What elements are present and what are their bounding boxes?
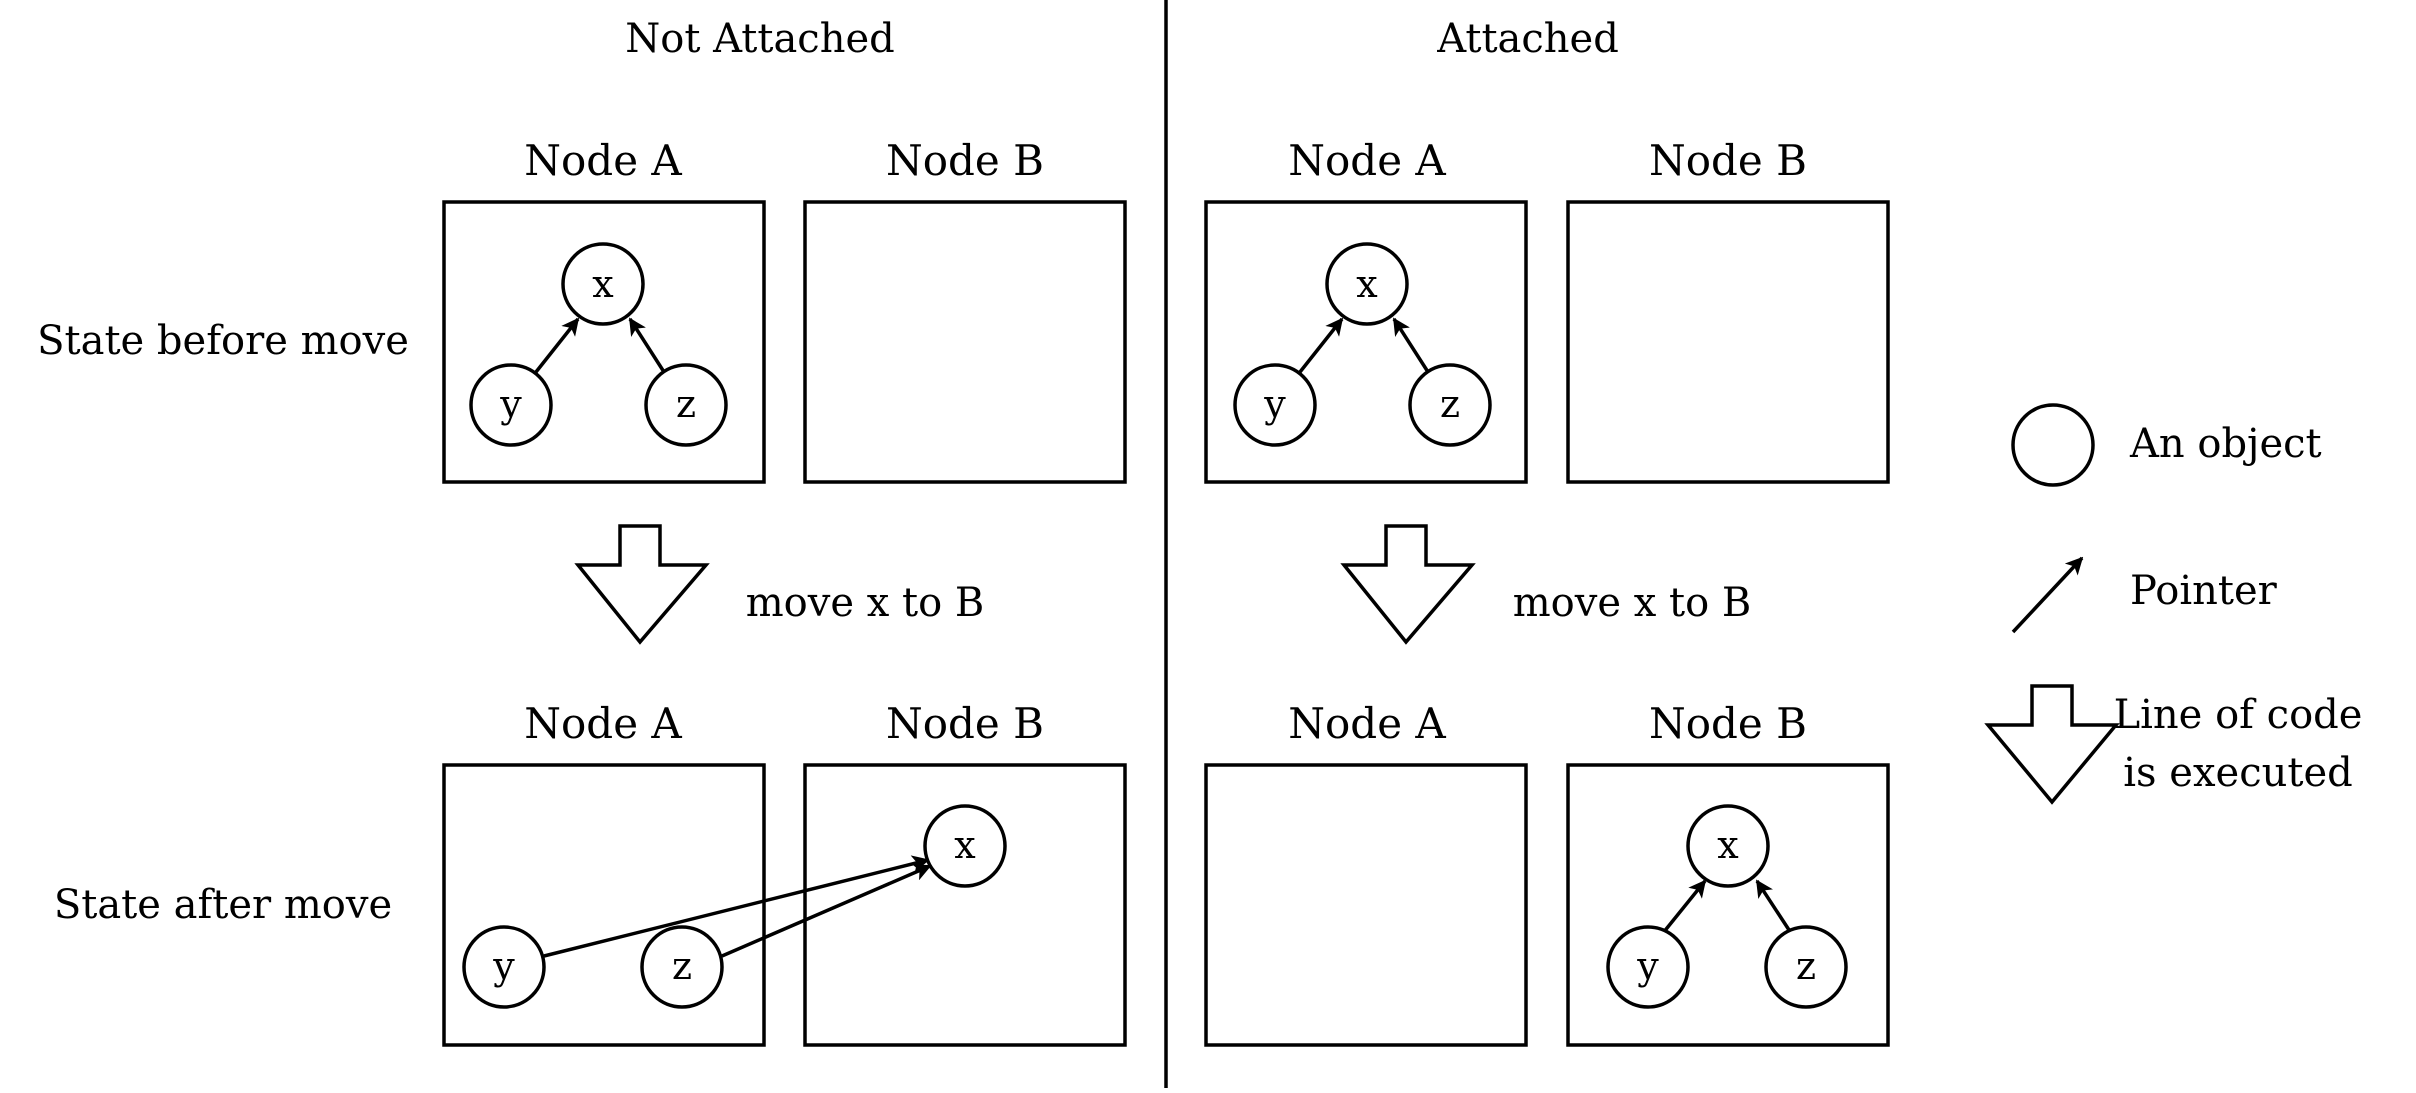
- object-circle: [1408, 363, 1492, 447]
- legend-execution-label-line1: Line of code: [2114, 692, 2363, 738]
- pointer-y-to-x: [1298, 317, 1344, 374]
- object-x: x: [1325, 242, 1409, 326]
- legend: An object Pointer Line of code is execut…: [1984, 403, 2363, 805]
- object-label: x: [1717, 823, 1738, 867]
- object-x: x: [1686, 804, 1770, 888]
- attached-after: Node A Node B x y z: [1204, 699, 1890, 1047]
- node-b-box: [803, 763, 1127, 1047]
- column-header-not-attached: Not Attached: [625, 16, 895, 62]
- object-label: z: [672, 944, 692, 988]
- execution-arrow: [574, 524, 710, 645]
- legend-execution-label-line2: is executed: [2123, 750, 2352, 796]
- pointer-y-to-x: [534, 317, 580, 374]
- not-attached-step: move x to B: [574, 524, 985, 645]
- node-b-box: [1566, 763, 1890, 1047]
- object-z: z: [644, 363, 728, 447]
- object-label: y: [492, 944, 515, 988]
- object-label: z: [1796, 944, 1816, 988]
- node-a-box: [442, 763, 766, 1047]
- object-label: y: [1263, 382, 1286, 426]
- attached-step: move x to B: [1340, 524, 1752, 645]
- node-a-box: [1204, 200, 1528, 484]
- object-circle: [1606, 925, 1690, 1009]
- object-label: z: [676, 382, 696, 426]
- node-a-label: Node A: [524, 136, 682, 185]
- legend-pointer: Pointer: [2011, 556, 2278, 634]
- not-attached-before: Node A Node B x y z: [442, 136, 1127, 484]
- node-a-box: [442, 200, 766, 484]
- object-label: y: [499, 382, 522, 426]
- pointer-y-to-x: [543, 855, 930, 958]
- object-label: y: [1636, 944, 1659, 988]
- execution-arrow: [1340, 524, 1476, 645]
- row-label-after: State after move: [54, 882, 392, 928]
- node-b-box: [803, 200, 1127, 484]
- pointer-z-to-x: [721, 864, 932, 958]
- legend-pointer-icon: [2011, 556, 2084, 634]
- object-circle: [644, 363, 728, 447]
- object-z: z: [1764, 925, 1848, 1009]
- object-label: x: [592, 262, 613, 306]
- not-attached-after: Node A Node B x y z: [442, 699, 1127, 1047]
- object-label: x: [1356, 262, 1377, 306]
- step-label: move x to B: [1513, 580, 1752, 626]
- object-z: z: [1408, 363, 1492, 447]
- legend-pointer-label: Pointer: [2130, 568, 2278, 614]
- object-x: x: [561, 242, 645, 326]
- node-b-label: Node B: [1649, 136, 1807, 185]
- object-y: y: [462, 925, 546, 1009]
- node-a-label: Node A: [524, 699, 682, 748]
- object-y: y: [469, 363, 553, 447]
- row-label-before: State before move: [37, 318, 409, 364]
- column-header-attached: Attached: [1436, 16, 1619, 62]
- object-circle: [462, 925, 546, 1009]
- node-b-box: [1566, 200, 1890, 484]
- step-label: move x to B: [746, 580, 985, 626]
- object-circle: [1325, 242, 1409, 326]
- object-circle: [469, 363, 553, 447]
- legend-execution: Line of code is executed: [1984, 684, 2363, 805]
- legend-execution-icon: [1984, 684, 2120, 805]
- object-circle: [640, 925, 724, 1009]
- legend-object: An object: [2011, 403, 2322, 487]
- object-circle: [561, 242, 645, 326]
- legend-object-label: An object: [2129, 421, 2322, 467]
- pointer-y-to-x: [1661, 879, 1707, 935]
- pointer-z-to-x: [1392, 317, 1430, 373]
- node-b-label: Node B: [886, 136, 1044, 185]
- object-y: y: [1233, 363, 1317, 447]
- pointer-z-to-x: [628, 317, 666, 373]
- object-circle: [1233, 363, 1317, 447]
- node-a-label: Node A: [1288, 699, 1446, 748]
- object-x: x: [923, 804, 1007, 888]
- object-circle: [923, 804, 1007, 888]
- object-y: y: [1606, 925, 1690, 1009]
- legend-object-icon: [2011, 403, 2095, 487]
- pointer-z-to-x: [1755, 879, 1793, 934]
- object-circle: [1686, 804, 1770, 888]
- node-b-label: Node B: [1649, 699, 1807, 748]
- object-label: x: [954, 823, 975, 867]
- object-z: z: [640, 925, 724, 1009]
- object-label: z: [1440, 382, 1460, 426]
- object-circle: [1764, 925, 1848, 1009]
- node-b-label: Node B: [886, 699, 1044, 748]
- node-a-box: [1204, 763, 1528, 1047]
- node-a-label: Node A: [1288, 136, 1446, 185]
- attached-before: Node A Node B x y z: [1204, 136, 1890, 484]
